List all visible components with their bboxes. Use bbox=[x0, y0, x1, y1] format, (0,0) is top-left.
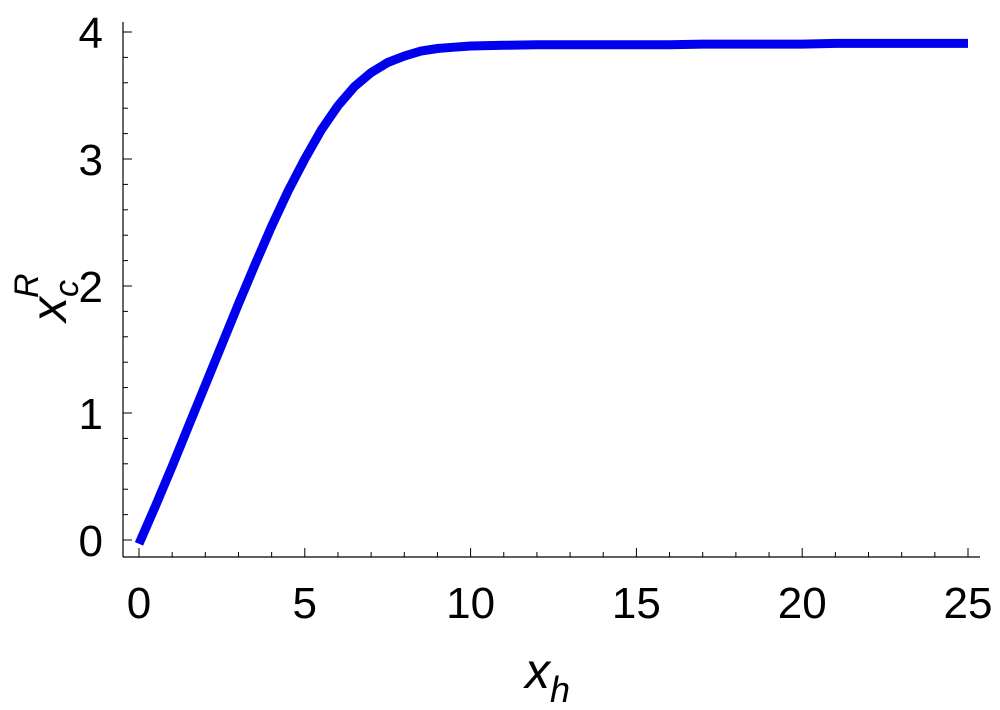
x-tick-label: 0 bbox=[127, 579, 151, 628]
x-axis-label-main: x bbox=[523, 643, 552, 699]
x-tick-label: 20 bbox=[778, 579, 827, 628]
x-axis-label: xh bbox=[523, 643, 570, 710]
x-tick-label: 5 bbox=[293, 579, 317, 628]
x-tick-label: 25 bbox=[944, 579, 993, 628]
x-tick-label: 10 bbox=[446, 579, 495, 628]
svg-text:xcR: xcR bbox=[8, 273, 86, 324]
y-tick-label: 2 bbox=[79, 263, 103, 312]
x-axis-label-sub: h bbox=[550, 669, 570, 710]
y-tick-label: 3 bbox=[79, 136, 103, 185]
y-tick-label: 4 bbox=[79, 9, 103, 58]
x-tick-label: 15 bbox=[612, 579, 661, 628]
y-tick-label: 0 bbox=[79, 517, 103, 566]
y-tick-label: 1 bbox=[79, 390, 103, 439]
y-ticks: 0 1 2 3 4 bbox=[79, 9, 132, 566]
series-line-1 bbox=[134, 38, 968, 546]
y-axis-label: xcR bbox=[8, 273, 86, 324]
axis-frame bbox=[122, 22, 980, 558]
y-axis-label-main: x bbox=[21, 295, 77, 324]
series-layer bbox=[134, 38, 968, 546]
y-axis-label-sup: R bbox=[8, 273, 46, 298]
y-axis-label-sub: c bbox=[48, 280, 86, 297]
x-ticks: 0 5 10 15 20 25 bbox=[127, 548, 993, 628]
